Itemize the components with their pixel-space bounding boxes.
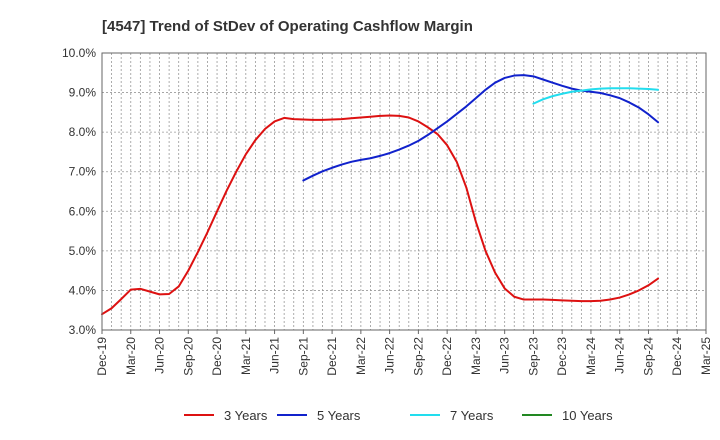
chart-title: [4547] Trend of StDev of Operating Cashf… — [102, 18, 473, 35]
x-tick-label: Sep-23 — [526, 337, 540, 376]
x-tick-label: Sep-24 — [641, 337, 655, 376]
x-tick-label: Jun-21 — [268, 337, 282, 374]
x-tick-label: Dec-23 — [555, 337, 569, 376]
legend: 3 Years 5 Years 7 Years 10 Years — [184, 408, 613, 423]
x-tick-label: Dec-20 — [210, 337, 224, 376]
y-axis-ticks: 3.0% 4.0% 5.0% 6.0% 7.0% 8.0% 9.0% 10.0% — [62, 46, 96, 337]
grid-layer — [102, 53, 706, 330]
x-tick-label: Jun-22 — [383, 337, 397, 374]
y-tick-label: 7.0% — [69, 165, 97, 179]
x-tick-label: Dec-19 — [95, 337, 109, 376]
y-tick-label: 3.0% — [69, 323, 97, 337]
x-tick-label: Jun-23 — [498, 337, 512, 374]
x-tick-label: Dec-24 — [670, 337, 684, 376]
series-line-3-years — [101, 114, 660, 316]
y-tick-label: 6.0% — [69, 204, 97, 218]
x-tick-label: Mar-23 — [469, 337, 483, 375]
y-tick-label: 4.0% — [69, 283, 97, 297]
x-tick-label: Mar-25 — [699, 337, 713, 375]
legend-label-3-years: 3 Years — [224, 408, 268, 423]
x-tick-label: Sep-20 — [181, 337, 195, 376]
y-tick-label: 10.0% — [62, 46, 96, 60]
y-tick-label: 8.0% — [69, 125, 97, 139]
series-line-5-years — [302, 74, 660, 182]
legend-label-7-years: 7 Years — [450, 408, 494, 423]
x-tick-label: Jun-24 — [613, 337, 627, 374]
x-tick-label: Dec-21 — [325, 337, 339, 376]
x-tick-label: Sep-21 — [296, 337, 310, 376]
plot-frame — [101, 52, 707, 331]
y-tick-label: 9.0% — [69, 86, 97, 100]
x-tick-label: Mar-24 — [584, 337, 598, 375]
legend-label-10-years: 10 Years — [562, 408, 613, 423]
x-tick-label: Sep-22 — [411, 337, 425, 376]
x-tick-label: Dec-22 — [440, 337, 454, 376]
x-tick-label: Mar-20 — [124, 337, 138, 375]
y-tick-label: 5.0% — [69, 244, 97, 258]
series-layer — [101, 74, 660, 316]
x-tick-label: Mar-22 — [354, 337, 368, 375]
x-tick-label: Mar-21 — [239, 337, 253, 375]
x-tick-label: Jun-20 — [153, 337, 167, 374]
x-axis-ticks: Dec-19 Mar-20 Jun-20 Sep-20 Dec-20 Mar-21 Jun-… — [95, 330, 713, 376]
series-line-7-years — [532, 87, 660, 105]
legend-label-5-years: 5 Years — [317, 408, 361, 423]
